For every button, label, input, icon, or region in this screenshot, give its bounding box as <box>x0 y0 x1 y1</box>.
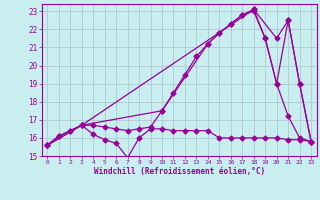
X-axis label: Windchill (Refroidissement éolien,°C): Windchill (Refroidissement éolien,°C) <box>94 167 265 176</box>
